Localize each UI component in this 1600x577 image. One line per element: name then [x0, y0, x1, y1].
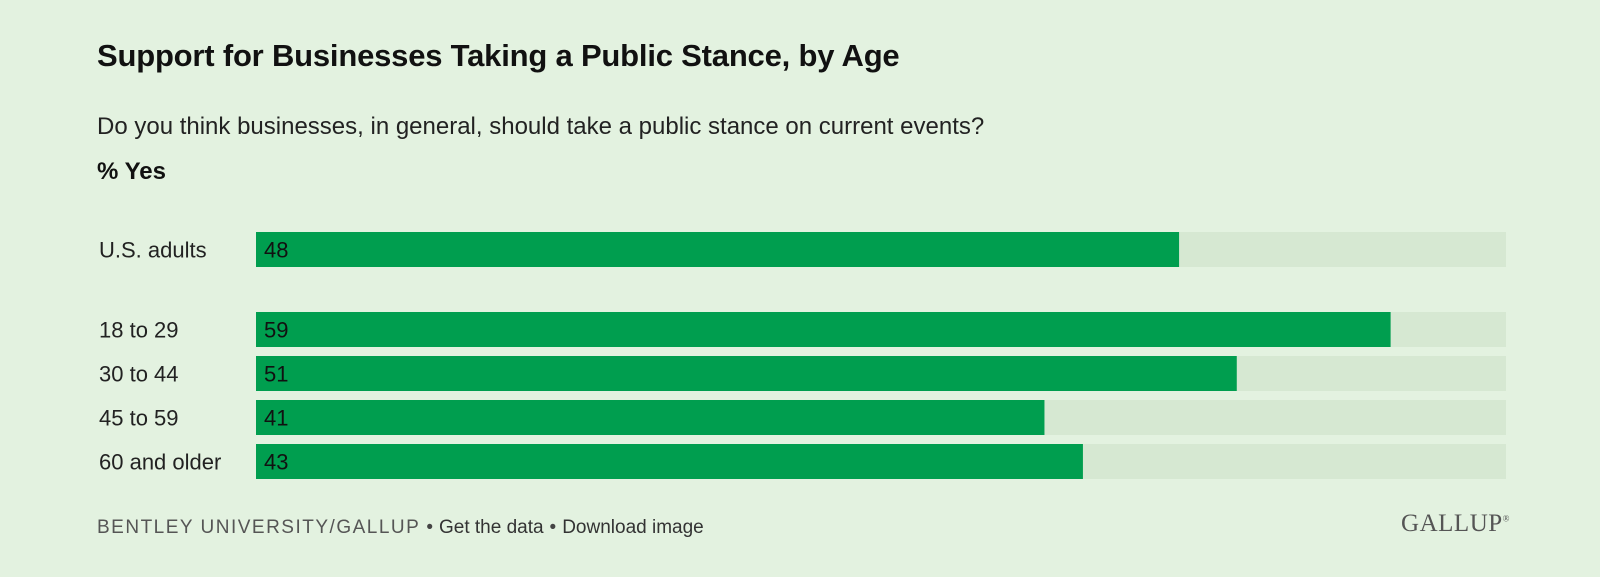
bar — [256, 400, 1045, 435]
bar — [256, 312, 1391, 347]
category-label: 30 to 44 — [99, 362, 179, 387]
bar-value-label: 41 — [264, 406, 288, 431]
gallup-logo: GALLUP® — [1401, 510, 1510, 538]
category-label: 45 to 59 — [99, 406, 179, 431]
registered-mark: ® — [1502, 513, 1510, 524]
category-label: 60 and older — [99, 450, 221, 475]
bar — [256, 444, 1083, 479]
footer-separator: • — [549, 517, 557, 538]
chart-subtitle: Do you think businesses, in general, sho… — [97, 113, 985, 140]
category-label: 18 to 29 — [99, 318, 179, 343]
gallup-logo-text: GALLUP — [1401, 510, 1503, 537]
bar — [256, 356, 1237, 391]
footer-separator: • — [426, 517, 433, 538]
bar — [256, 232, 1180, 267]
bar-value-label: 51 — [264, 362, 288, 387]
bar-value-label: 59 — [264, 318, 288, 343]
bar-value-label: 43 — [264, 450, 288, 475]
footer: BENTLEY UNIVERSITY/GALLUP • Get the data… — [97, 517, 704, 539]
chart-title: Support for Businesses Taking a Public S… — [97, 38, 900, 73]
source-label: BENTLEY UNIVERSITY/GALLUP — [97, 517, 421, 538]
bar-value-label: 48 — [264, 238, 288, 263]
get-data-link[interactable]: Get the data — [438, 517, 544, 538]
measure-label: % Yes — [97, 158, 166, 185]
download-image-link[interactable]: Download image — [562, 517, 704, 538]
category-label: U.S. adults — [99, 238, 207, 263]
